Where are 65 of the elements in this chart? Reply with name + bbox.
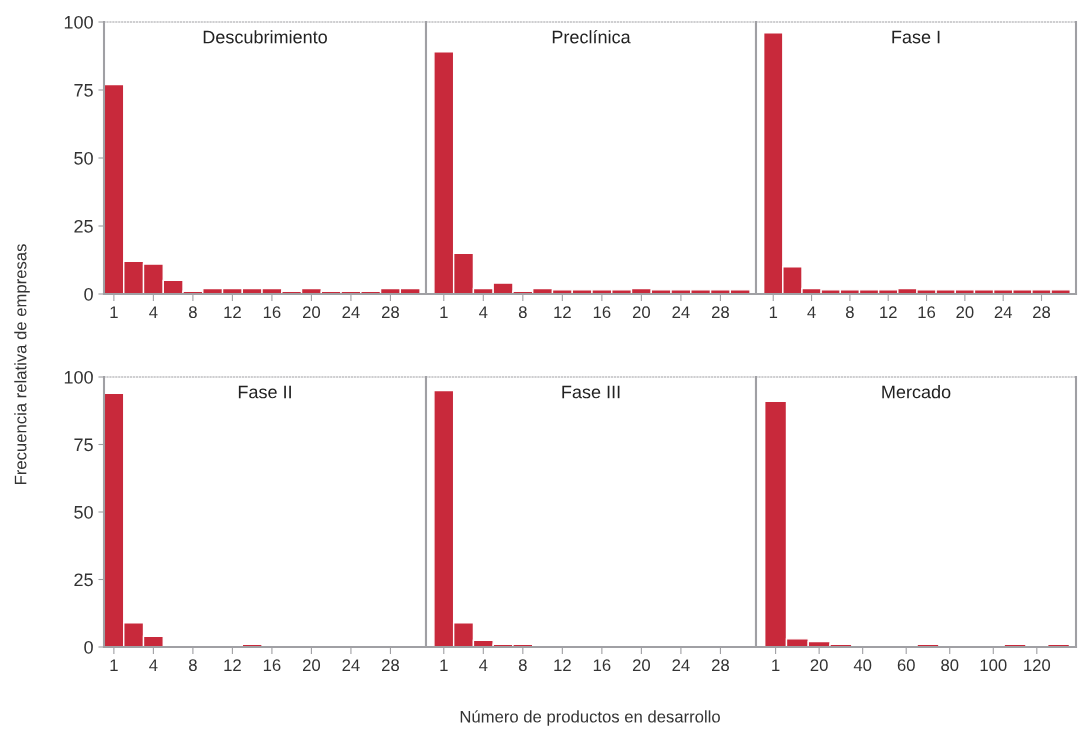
x-tick-label: 16 — [593, 659, 611, 672]
x-tick-label: 8 — [518, 659, 527, 672]
x-tick-label: 120 — [1024, 659, 1051, 672]
y-tick-label: 25 — [74, 573, 93, 587]
x-tick-label: 4 — [479, 306, 488, 318]
x-tick-label: 24 — [994, 306, 1012, 318]
x-tick-label: 8 — [188, 306, 197, 319]
x-tick-label: 20 — [632, 659, 651, 672]
x-tick-label: 60 — [897, 659, 915, 672]
x-tick-label: 1 — [769, 306, 778, 318]
y-tick-label: 25 — [74, 219, 93, 233]
x-tick-label: 80 — [941, 659, 959, 672]
y-tick-label: 0 — [84, 287, 93, 301]
x-tick-label: 28 — [1033, 306, 1051, 319]
x-tick-label: 28 — [382, 659, 399, 672]
x-tick-label: 1 — [110, 306, 118, 318]
x-tick-label: 100 — [980, 659, 1007, 672]
x-tick-label: 20 — [632, 306, 651, 319]
x-tick-label: 12 — [554, 659, 571, 671]
x-tick-label: 24 — [672, 659, 690, 671]
x-tick-label: 16 — [263, 659, 281, 672]
x-tick-label: 28 — [712, 659, 729, 672]
x-tick-label: 8 — [188, 659, 197, 672]
x-tick-label: 8 — [845, 306, 854, 319]
x-tick-label: 24 — [342, 306, 360, 318]
chart-title: Fase I — [892, 30, 940, 44]
x-tick-label: 20 — [302, 306, 321, 319]
chart-title: Fase III — [562, 385, 620, 399]
x-tick-label: 24 — [672, 306, 690, 318]
x-tick-label: 20 — [810, 659, 828, 672]
x-tick-label: 16 — [263, 306, 281, 319]
x-tick-label: 12 — [554, 306, 571, 318]
x-tick-label: 1 — [772, 659, 780, 671]
chart-title: Descubrimiento — [203, 30, 327, 44]
y-tick-label: 100 — [64, 370, 93, 384]
x-tick-label: 20 — [302, 659, 321, 672]
x-tick-label: 20 — [956, 306, 974, 319]
chart-title: Preclínica — [552, 29, 631, 44]
chart-title: Fase II — [238, 385, 291, 399]
x-tick-label: 8 — [518, 306, 527, 319]
x-tick-label: 4 — [807, 306, 816, 318]
y-tick-label: 75 — [74, 438, 93, 452]
y-tick-label: 50 — [74, 505, 93, 519]
x-tick-label: 16 — [593, 306, 611, 319]
x-tick-label: 28 — [712, 306, 729, 319]
y-tick-label: 50 — [74, 151, 93, 165]
x-tick-label: 40 — [853, 659, 872, 672]
x-tick-label: 28 — [382, 306, 399, 319]
y-tick-label: 100 — [64, 15, 93, 29]
x-tick-label: 4 — [479, 659, 488, 671]
x-tick-label: 4 — [149, 659, 158, 671]
y-tick-label: 75 — [74, 84, 93, 97]
x-tick-label: 12 — [224, 306, 241, 318]
x-tick-label: 12 — [880, 306, 897, 318]
x-tick-label: 1 — [440, 306, 448, 318]
x-tick-label: 4 — [149, 306, 158, 318]
x-tick-label: 1 — [440, 659, 448, 671]
x-tick-label: 1 — [110, 659, 118, 671]
y-tick-label: 0 — [84, 640, 93, 654]
x-tick-label: 16 — [918, 306, 936, 319]
x-tick-label: 12 — [224, 659, 241, 671]
chart-title: Mercado — [882, 385, 951, 399]
x-axis-title: Número de productos en desarrollo — [460, 710, 720, 726]
y-axis-title: Frecuencia relativa de empresas — [14, 244, 30, 485]
x-tick-label: 24 — [342, 659, 360, 671]
